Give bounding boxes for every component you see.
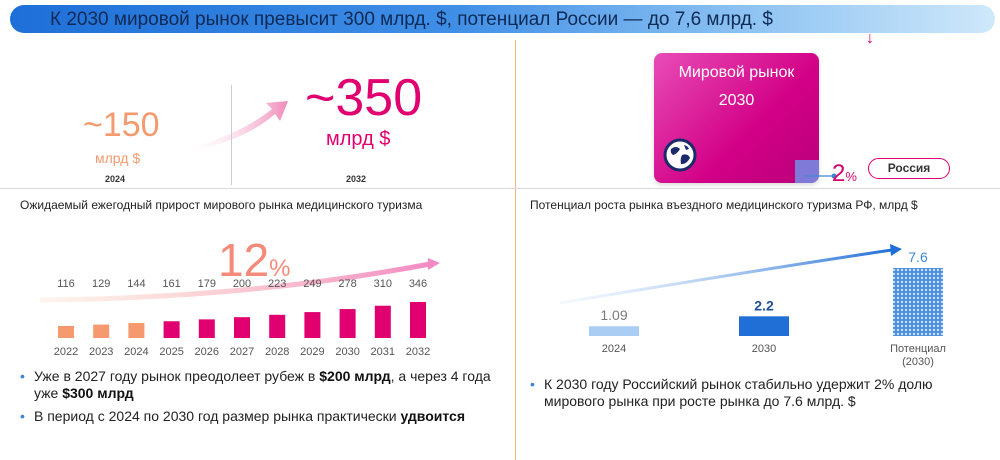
- comparison-divider: [231, 85, 232, 185]
- russia-bar-1: [739, 316, 789, 336]
- russia-category-label-0: 2024: [602, 343, 626, 355]
- down-arrow-icon: ↓: [866, 30, 874, 47]
- russia-value-label-2: 7.6: [908, 249, 928, 265]
- russia-category-label-2: (2030): [902, 356, 934, 368]
- bar-2030: [339, 309, 356, 338]
- value-label-2028: 223: [268, 278, 286, 290]
- category-label-2022: 2022: [54, 346, 78, 358]
- bar-2032: [410, 302, 426, 338]
- header-title: К 2030 мировой рынок превысит 300 млрд. …: [50, 9, 773, 30]
- right-bullets: К 2030 году Российский рынок стабильно у…: [528, 376, 990, 416]
- value-label-2022: 116: [57, 278, 75, 290]
- russia-label-pill: Россия: [868, 158, 950, 179]
- card-year: 2030: [718, 92, 755, 109]
- russia-share-slice: [795, 160, 819, 183]
- global-market-chart: 12% 116 2022 129 2023 144 2024 161 2025 179 2026 2…: [39, 234, 440, 358]
- category-label-2028: 2028: [265, 346, 289, 358]
- category-label-2023: 2023: [89, 346, 113, 358]
- value-2032: ~350: [305, 69, 423, 127]
- left-section-title: Ожидаемый ежегодный прирост мирового рын…: [20, 198, 423, 212]
- russia-share-unit: %: [845, 169, 857, 184]
- category-label-2026: 2026: [195, 346, 219, 358]
- russia-curve-arrowhead: [890, 244, 902, 256]
- russia-bar-0: [589, 326, 639, 336]
- growth-percent-label: 12%: [218, 234, 291, 286]
- bullet-item: В период с 2024 по 2030 год размер рынка…: [18, 408, 508, 425]
- russia-category-label-2: Потенциал: [890, 343, 946, 355]
- right-section-title: Потенциал роста рынка въездного медицинс…: [530, 198, 918, 212]
- category-label-2025: 2025: [159, 346, 183, 358]
- value-label-2030: 278: [338, 278, 356, 290]
- bar-2022: [58, 325, 74, 338]
- russia-category-label-1: 2030: [752, 343, 776, 355]
- value-label-2029: 249: [303, 278, 321, 290]
- year-2024: 2024: [105, 174, 126, 184]
- bar-2029: [304, 312, 321, 338]
- category-label-2029: 2029: [300, 346, 324, 358]
- growth-value: 12: [218, 234, 269, 286]
- russia-value-label-1: 2.2: [754, 297, 774, 313]
- bullet-item: К 2030 году Российский рынок стабильно у…: [528, 376, 990, 410]
- russia-value-label-0: 1.09: [600, 307, 627, 323]
- bar-2023: [93, 324, 110, 338]
- category-label-2027: 2027: [230, 346, 254, 358]
- year-2032: 2032: [346, 174, 367, 184]
- growth-curve: [39, 261, 431, 303]
- category-label-2030: 2030: [335, 346, 359, 358]
- value-label-2025: 161: [162, 278, 180, 290]
- value-2024: ~150: [83, 106, 160, 144]
- category-label-2024: 2024: [124, 346, 148, 358]
- unit-2032: млрд $: [326, 128, 391, 150]
- bar-2025: [163, 321, 180, 338]
- curve-arrowhead: [428, 258, 440, 270]
- left-bullets: Уже в 2027 году рынок преодолеет рубеж в…: [18, 368, 508, 431]
- header-banner: К 2030 мировой рынок превысит 300 млрд. …: [10, 5, 995, 33]
- value-label-2027: 200: [233, 278, 251, 290]
- bar-2024: [128, 323, 145, 338]
- russia-potential-chart: 1.09 2024 2.2 2030 7.6 Потенциал(2030): [559, 244, 946, 368]
- horizontal-divider: [0, 188, 1000, 189]
- share-connector: [805, 173, 837, 179]
- globe-icon: [663, 138, 697, 172]
- value-label-2031: 310: [374, 278, 392, 290]
- category-label-2032: 2032: [406, 346, 430, 358]
- category-label-2031: 2031: [371, 346, 395, 358]
- card-title: Мировой рынок: [678, 64, 795, 81]
- growth-unit: %: [269, 255, 290, 282]
- value-label-2032: 346: [409, 278, 427, 290]
- bullet-item: Уже в 2027 году рынок преодолеет рубеж в…: [18, 368, 508, 402]
- russia-share-value: 2: [832, 160, 846, 187]
- unit-2024: млрд $: [95, 150, 141, 166]
- russia-growth-curve: [559, 248, 893, 305]
- bar-2026: [198, 319, 215, 338]
- bar-2028: [269, 314, 286, 338]
- vertical-divider: [515, 40, 516, 460]
- russia-bar-2: [893, 268, 943, 336]
- russia-share-percent: 2%: [832, 160, 857, 188]
- value-label-2024: 144: [127, 278, 145, 290]
- bar-2027: [234, 317, 250, 338]
- growth-arrow-icon: [180, 101, 288, 153]
- value-label-2023: 129: [92, 278, 110, 290]
- value-label-2026: 179: [198, 278, 216, 290]
- bar-2031: [374, 305, 391, 338]
